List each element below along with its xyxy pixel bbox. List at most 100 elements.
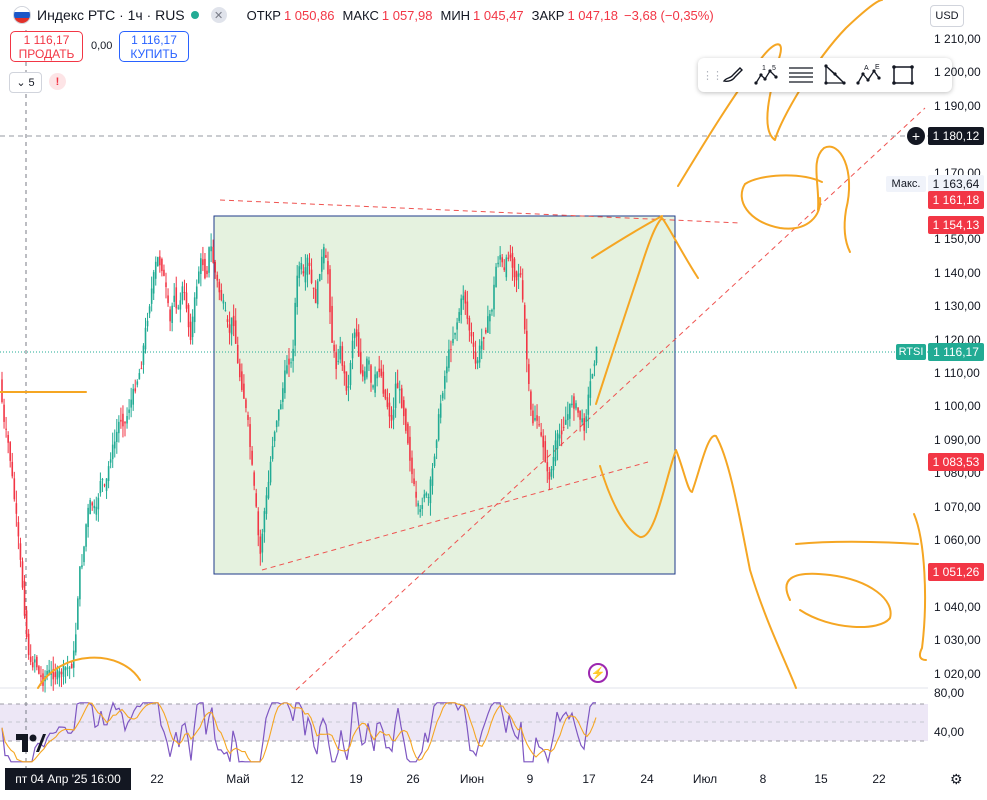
candle — [441, 393, 444, 399]
candle — [27, 633, 30, 656]
price-tag-1180: 1 180,12 — [928, 127, 984, 145]
brush-stroke-projection-down[interactable] — [599, 434, 797, 689]
close-value: 1 047,18 — [567, 7, 619, 23]
candle — [193, 297, 196, 323]
fib-retracement-icon[interactable] — [784, 58, 818, 92]
candle — [116, 431, 118, 443]
freehand-drawings[interactable] — [0, 0, 927, 689]
candle — [374, 374, 376, 393]
candle — [386, 397, 389, 407]
candle — [48, 669, 50, 675]
candle — [271, 446, 274, 459]
triangle-pattern-icon[interactable] — [818, 58, 852, 92]
candle — [558, 434, 561, 439]
sell-button[interactable]: 1 116,17 ПРОДАТЬ — [10, 31, 83, 62]
candle — [312, 287, 315, 289]
candle — [23, 580, 26, 616]
candle — [353, 332, 356, 339]
brush-stroke-right-level[interactable] — [795, 540, 919, 545]
candle — [290, 362, 292, 364]
candle — [216, 274, 219, 281]
candle — [3, 404, 5, 422]
symbol-name[interactable]: Индекс РТС — [37, 7, 116, 23]
brush-stroke-right-loop[interactable] — [785, 572, 892, 628]
candle — [499, 255, 501, 260]
brush-stroke-edge[interactable] — [913, 513, 927, 661]
price-tick: 1 140,00 — [934, 265, 981, 280]
candle — [38, 666, 40, 674]
alert-icon[interactable]: ! — [49, 73, 66, 90]
candle — [415, 491, 417, 498]
brush-icon[interactable] — [716, 58, 750, 92]
add-alert-plus-icon[interactable]: + — [907, 127, 925, 145]
candle — [567, 414, 569, 421]
candle — [446, 366, 448, 374]
price-tick: 1 110,00 — [934, 366, 980, 381]
buy-button[interactable]: 1 116,17 КУПИТЬ — [119, 31, 189, 62]
candle — [454, 332, 456, 335]
candle — [136, 381, 139, 385]
candle — [366, 358, 368, 378]
drag-handle-icon[interactable]: ⋮⋮ — [702, 69, 723, 82]
brush-stroke-top-loop[interactable] — [677, 0, 883, 187]
candle — [302, 271, 305, 274]
trendline-bottom[interactable] — [261, 461, 649, 571]
brush-stroke-bottom-arc[interactable] — [37, 656, 141, 689]
interval-label[interactable]: 1ч — [127, 7, 143, 23]
candle — [343, 365, 346, 374]
candle — [431, 468, 434, 486]
indicators-count: 5 — [28, 76, 35, 89]
price-tick: 1 100,00 — [934, 399, 981, 414]
candle — [345, 371, 348, 391]
candle — [46, 670, 48, 677]
indicators-toggle[interactable]: ⌄ 5 — [9, 72, 42, 93]
sell-label: ПРОДАТЬ — [18, 47, 75, 61]
candle — [85, 524, 87, 547]
candle — [526, 330, 528, 360]
candle — [259, 536, 262, 554]
candle — [224, 310, 227, 312]
brush-stroke-projection-up[interactable] — [595, 217, 699, 405]
close-icon[interactable]: ✕ — [210, 7, 227, 23]
gear-icon[interactable]: ⚙ — [950, 771, 963, 787]
candle — [239, 363, 241, 378]
candle — [109, 459, 112, 463]
candle — [306, 257, 309, 275]
candle — [1, 379, 3, 403]
candle — [296, 275, 298, 308]
flash-icon[interactable]: ⚡ — [588, 663, 608, 683]
candle — [359, 351, 362, 373]
candle — [460, 298, 462, 315]
abcd-label-a: A — [864, 65, 869, 72]
brush-stroke-peak-hook[interactable] — [591, 215, 663, 259]
rsi-tick-40: 40,00 — [934, 725, 965, 739]
close-label: ЗАКР — [531, 7, 565, 23]
candle — [11, 461, 14, 477]
candle — [505, 257, 508, 278]
candle — [569, 403, 571, 419]
rsi-tick-80: 80,00 — [934, 686, 965, 700]
candle — [429, 479, 432, 504]
candle — [536, 415, 538, 421]
candle — [300, 263, 303, 270]
candle — [130, 399, 132, 408]
candle — [357, 332, 360, 357]
brush-stroke-oval[interactable] — [740, 174, 823, 230]
date-tick: 22 — [150, 772, 164, 786]
candle — [493, 284, 495, 310]
candle — [474, 351, 477, 364]
currency-selector[interactable]: USD — [930, 5, 964, 27]
candle — [5, 428, 7, 430]
candle — [318, 274, 321, 282]
candle — [335, 352, 337, 370]
candle — [36, 656, 38, 668]
candle — [154, 261, 157, 279]
rectangle-icon[interactable] — [886, 58, 920, 92]
brush-stroke-hook-right[interactable] — [815, 145, 851, 253]
trendline-top[interactable] — [219, 199, 741, 224]
candle — [198, 271, 200, 283]
candle — [409, 436, 411, 461]
